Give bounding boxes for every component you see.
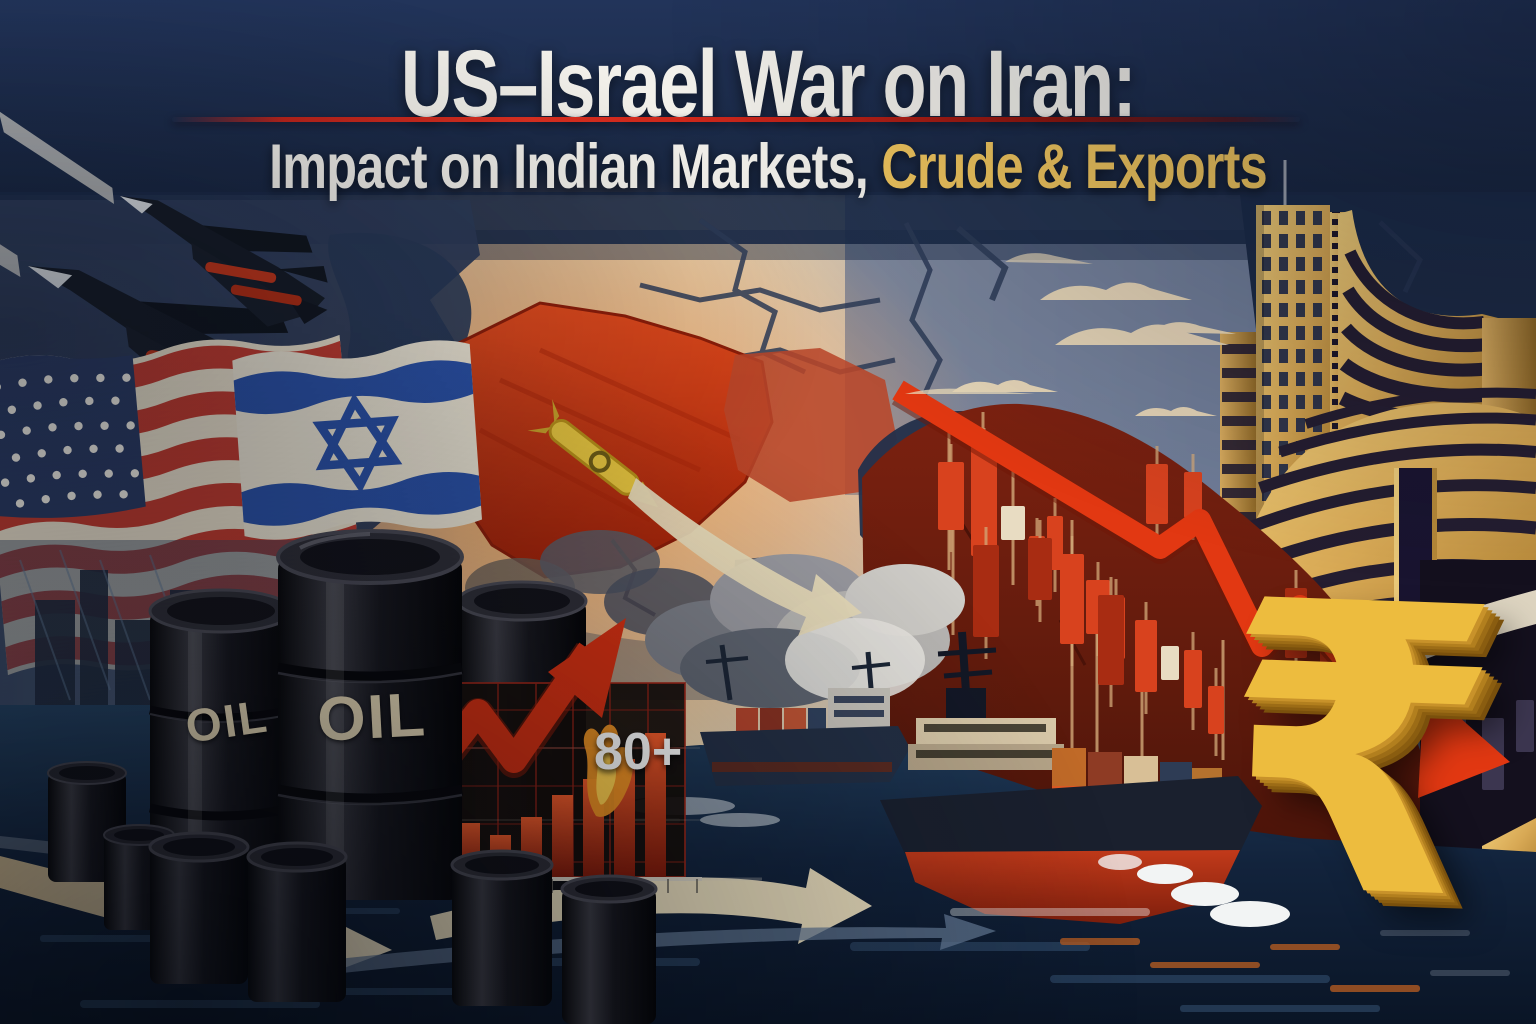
headline-title: US–Israel War on Iran: [400,31,1137,137]
rupee-icon: ₹ [1214,516,1507,989]
oil-price-badge: 80+ [594,723,683,781]
oil-barrel-label: OIL [315,680,429,755]
subtitle-prefix: Impact on Indian Markets, [269,132,882,202]
headline-divider [172,117,1300,122]
subtitle-highlight: Crude & Exports [881,132,1267,202]
headline-subtitle: Impact on Indian Markets, Crude & Export… [154,131,1383,203]
israel-flag-icon [232,340,482,540]
